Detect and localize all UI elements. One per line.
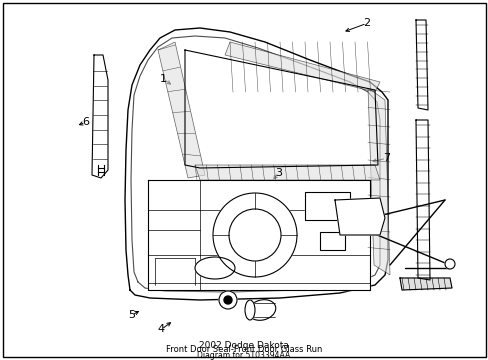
Text: 2002 Dodge Dakota: 2002 Dodge Dakota: [199, 341, 288, 350]
Polygon shape: [224, 42, 379, 92]
Polygon shape: [125, 28, 387, 300]
Text: Diagram for 5103394AA: Diagram for 5103394AA: [197, 351, 290, 360]
Ellipse shape: [244, 300, 254, 320]
Circle shape: [219, 291, 237, 309]
Bar: [305, 192, 349, 220]
Ellipse shape: [248, 300, 275, 320]
Circle shape: [228, 209, 281, 261]
Text: 4: 4: [158, 324, 164, 334]
Polygon shape: [399, 278, 451, 290]
Bar: [319, 232, 345, 250]
Text: 2: 2: [363, 18, 369, 28]
Circle shape: [224, 296, 231, 304]
Text: Front Door Seal-Front Door Glass Run: Front Door Seal-Front Door Glass Run: [165, 346, 322, 355]
Polygon shape: [148, 180, 369, 290]
Bar: [319, 232, 345, 250]
Text: 6: 6: [82, 117, 89, 127]
Polygon shape: [334, 198, 384, 235]
Polygon shape: [158, 42, 204, 178]
Bar: [305, 192, 349, 220]
Text: 7: 7: [382, 153, 389, 163]
Circle shape: [444, 259, 454, 269]
Polygon shape: [367, 88, 389, 275]
Polygon shape: [415, 120, 429, 280]
Circle shape: [213, 193, 296, 277]
Ellipse shape: [195, 257, 235, 279]
Polygon shape: [415, 20, 427, 110]
Text: 1: 1: [160, 74, 167, 84]
Text: 3: 3: [275, 168, 282, 178]
Polygon shape: [92, 55, 108, 178]
Text: 5: 5: [128, 310, 135, 320]
Polygon shape: [195, 165, 379, 180]
